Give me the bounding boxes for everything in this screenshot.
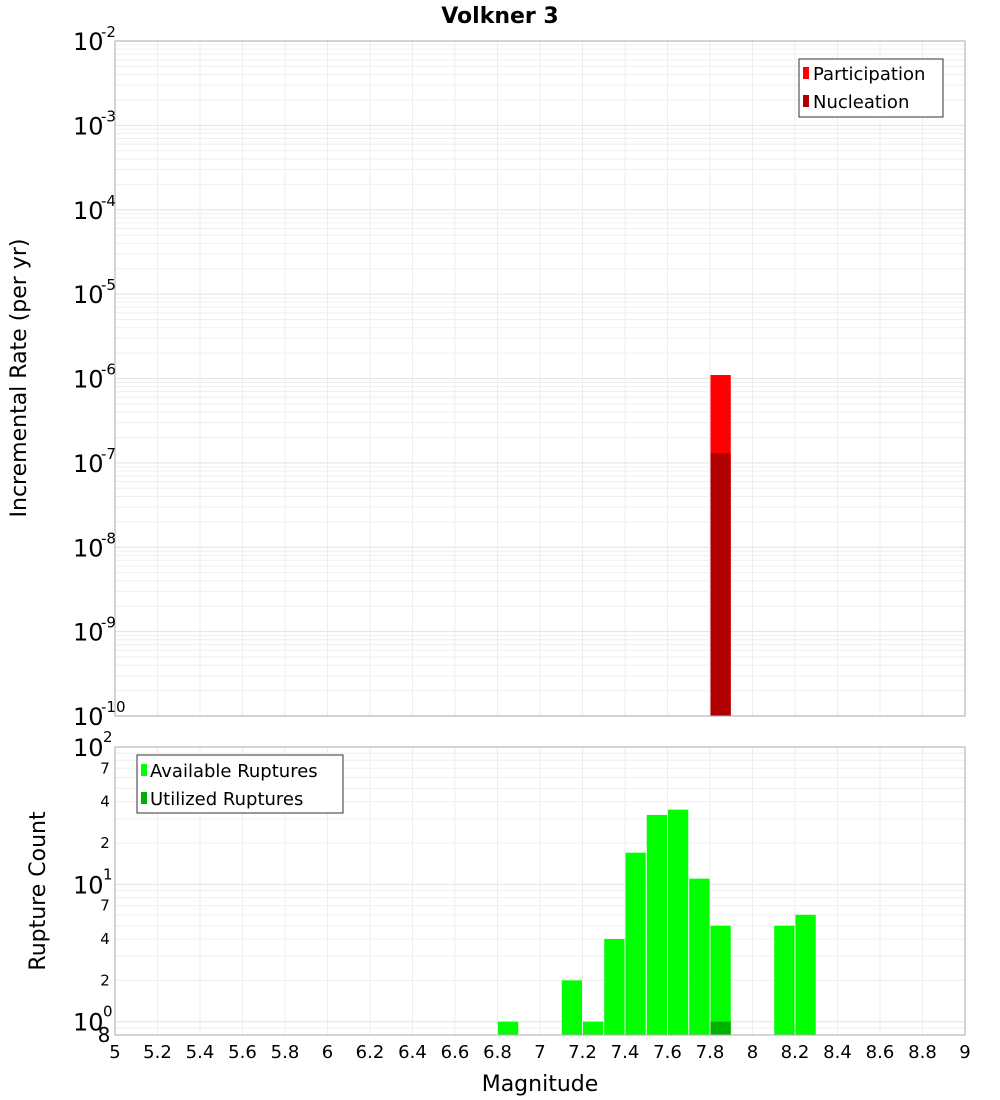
utilized-legend-label: Utilized Ruptures: [150, 789, 303, 810]
top-y-tick-exponent: -8: [101, 529, 116, 547]
top-plot-grid: [114, 41, 966, 717]
top-y-tick-label: 10: [73, 281, 104, 309]
available-legend-label: Available Ruptures: [150, 761, 318, 782]
top-y-tick-labels: 10-210-310-410-510-610-710-810-910-10: [73, 23, 126, 731]
x-tick-label: 6: [322, 1042, 333, 1063]
bottom-y-minor-tick-label: 2: [100, 834, 110, 852]
participation-legend-label: Participation: [813, 64, 925, 85]
x-tick-label: 8.4: [823, 1042, 852, 1063]
bottom-legend-box: [136, 754, 344, 814]
utilized-legend-swatch: [141, 792, 147, 804]
available-ruptures-bar: [604, 939, 625, 1035]
bottom-plot-bars: [498, 809, 816, 1035]
x-tick-label: 5.6: [228, 1042, 257, 1063]
available-ruptures-bar: [689, 878, 710, 1035]
x-tick-label: 6.6: [441, 1042, 470, 1063]
available-ruptures-bar: [498, 1021, 519, 1035]
bottom-y-minor-tick-label: 7: [100, 897, 110, 915]
top-y-tick-exponent: -5: [101, 276, 116, 294]
x-tick-label: 6.4: [398, 1042, 427, 1063]
available-ruptures-bar: [561, 980, 582, 1035]
available-ruptures-bar: [795, 914, 816, 1035]
available-ruptures-bar: [774, 925, 795, 1035]
x-tick-label: 6.2: [356, 1042, 385, 1063]
x-tick-labels: 5 5.2 5.4 5.6 5.8 6 6.2 6.4 6.6 6.8 7 7.2 7.4 7.6 7.8 8…: [109, 1042, 970, 1063]
available-legend-swatch: [141, 764, 147, 776]
bottom-plot-frame: [114, 746, 966, 1036]
bottom-y-minor-tick-label: 4: [100, 793, 110, 811]
available-ruptures-bar: [668, 809, 689, 1035]
top-y-tick-label: 10: [73, 450, 104, 478]
x-tick-label: 7.8: [696, 1042, 725, 1063]
top-y-tick-exponent: -10: [101, 698, 126, 716]
top-y-tick-label: 10: [73, 703, 104, 731]
top-y-tick-exponent: -9: [101, 614, 116, 632]
top-y-tick-label: 10: [73, 28, 104, 56]
x-tick-label: 7.2: [568, 1042, 597, 1063]
x-tick-label: 8: [747, 1042, 758, 1063]
top-y-tick-label: 10: [73, 366, 104, 394]
x-tick-label: 8.2: [781, 1042, 810, 1063]
x-tick-label: 8.6: [866, 1042, 895, 1063]
available-ruptures-bar: [710, 925, 731, 1035]
bottom-y-minor-tick-label: 2: [100, 971, 110, 989]
top-plot-bars: [710, 375, 731, 716]
x-tick-label: 5.4: [186, 1042, 215, 1063]
top-y-tick-exponent: -7: [101, 445, 116, 463]
top-legend-box: [798, 58, 944, 118]
bottom-y-minor-tick-label: 4: [100, 930, 110, 948]
top-y-tick-exponent: -2: [101, 23, 116, 41]
top-plot-frame: [114, 40, 966, 717]
bottom-plot-grid: [114, 747, 966, 1036]
nucleation-legend-swatch: [803, 95, 809, 107]
x-tick-label: 7.4: [611, 1042, 640, 1063]
bottom-y-tick-exponent: 1: [103, 865, 113, 883]
x-tick-label: 7: [534, 1042, 545, 1063]
x-tick-label: 5.2: [143, 1042, 172, 1063]
nucleation-legend-label: Nucleation: [813, 92, 909, 113]
top-y-tick-label: 10: [73, 619, 104, 647]
participation-legend-swatch: [803, 67, 809, 79]
top-y-tick-label: 10: [73, 197, 104, 225]
x-tick-label: 9: [959, 1042, 970, 1063]
bottom-y-tick-label: 10: [73, 734, 104, 762]
available-ruptures-bar: [583, 1021, 604, 1035]
bottom-y-tick-exponent: 2: [103, 728, 113, 746]
top-y-tick-exponent: -3: [101, 107, 116, 125]
bottom-y-minor-tick-label: 8: [98, 1023, 111, 1047]
x-tick-label: 8.8: [908, 1042, 937, 1063]
bottom-y-axis-label: Rupture Count: [26, 811, 51, 971]
available-ruptures-bar: [625, 852, 646, 1035]
bottom-y-tick-exponent: 0: [103, 1003, 113, 1021]
bottom-y-tick-label: 10: [73, 1009, 104, 1037]
bottom-y-minor-tick-label: 7: [100, 759, 110, 777]
x-tick-label: 5: [109, 1042, 120, 1063]
top-y-tick-exponent: -6: [101, 361, 116, 379]
nucleation-bar: [710, 453, 731, 716]
x-tick-label: 6.8: [483, 1042, 512, 1063]
top-y-tick-exponent: -4: [101, 192, 116, 210]
available-ruptures-bar: [646, 814, 667, 1035]
top-legend: Participation Nucleation: [798, 58, 944, 118]
x-tick-label: 5.8: [271, 1042, 300, 1063]
top-y-tick-label: 10: [73, 534, 104, 562]
x-tick-label: 7.6: [653, 1042, 682, 1063]
chart-title: Volkner 3: [441, 4, 559, 29]
bottom-legend: Available Ruptures Utilized Ruptures: [136, 754, 344, 814]
top-y-tick-label: 10: [73, 112, 104, 140]
top-y-axis-label: Incremental Rate (per yr): [7, 239, 32, 518]
utilized-ruptures-bar: [710, 1021, 731, 1035]
bottom-y-tick-label: 10: [73, 871, 104, 899]
x-axis-label: Magnitude: [482, 1072, 599, 1097]
